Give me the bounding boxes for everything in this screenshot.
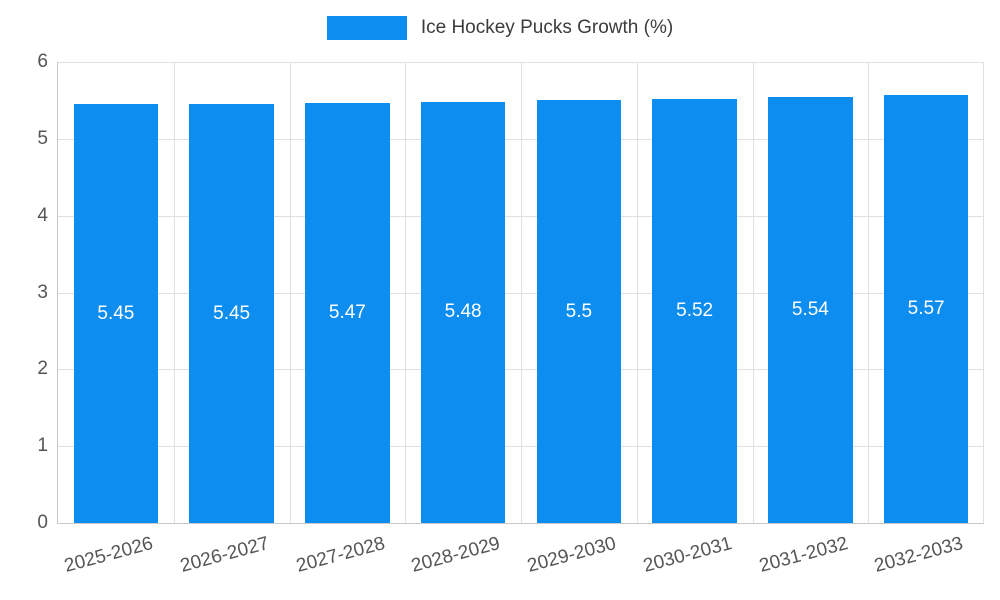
bar-value-label: 5.45: [213, 302, 251, 324]
x-axis-tick-label: 2030-2031: [640, 533, 735, 577]
y-axis-tick-label: 0: [37, 512, 48, 533]
bar-value-label: 5.57: [907, 298, 945, 320]
bar[interactable]: 5.5: [536, 100, 622, 523]
bar[interactable]: 5.52: [652, 98, 737, 523]
bar-value-label: 5.45: [97, 302, 135, 324]
chart-title[interactable]: Ice Hockey Pucks Growth (%): [420, 17, 674, 38]
x-axis-tick-label: 2032-2033: [872, 533, 966, 577]
bar-value-label: 5.48: [444, 301, 482, 323]
bar[interactable]: 5.45: [189, 104, 274, 523]
bar[interactable]: 5.47: [305, 102, 390, 523]
x-axis-tick-label: 2029-2030: [525, 533, 619, 577]
v-gridline: [521, 62, 522, 523]
v-gridline: [289, 62, 291, 523]
v-gridline: [405, 62, 407, 523]
bar[interactable]: 5.57: [883, 95, 969, 523]
x-axis-tick-label: 2026-2027: [177, 533, 272, 577]
bar-value-label: 5.54: [791, 299, 829, 321]
v-gridline: [868, 62, 870, 523]
v-gridline: [983, 62, 984, 523]
bar-value-label: 5.47: [328, 301, 366, 323]
y-axis-tick-label: 6: [37, 51, 48, 72]
y-axis-tick-label: 3: [37, 281, 48, 303]
legend-swatch[interactable]: [326, 16, 407, 40]
bar-value-label: 5.5: [565, 300, 593, 322]
v-gridline: [173, 62, 175, 523]
bar[interactable]: 5.45: [73, 104, 159, 523]
y-axis-tick-label: 2: [37, 358, 48, 380]
x-axis-tick-label: 2025-2026: [62, 533, 156, 577]
v-gridline: [636, 62, 638, 523]
y-axis-tick-label: 5: [37, 127, 48, 149]
x-axis-tick-label: 2028-2029: [409, 533, 503, 577]
bar[interactable]: 5.48: [420, 101, 506, 523]
y-axis-tick-label: 1: [37, 435, 48, 457]
bar[interactable]: 5.54: [768, 97, 853, 523]
x-axis-tick-label: 2027-2028: [293, 533, 387, 577]
v-gridline: [752, 62, 754, 523]
plot-area: 0 1 2 3 4 5 6 5.45 2025-2026 5.45 2026-2027 5.47 202…: [37, 51, 984, 577]
y-axis-tick-label: 4: [37, 204, 48, 226]
x-axis-tick-label: 2031-2032: [756, 533, 850, 577]
chart-legend: Ice Hockey Pucks Growth (%): [0, 16, 1000, 40]
bar-value-label: 5.52: [676, 299, 714, 321]
